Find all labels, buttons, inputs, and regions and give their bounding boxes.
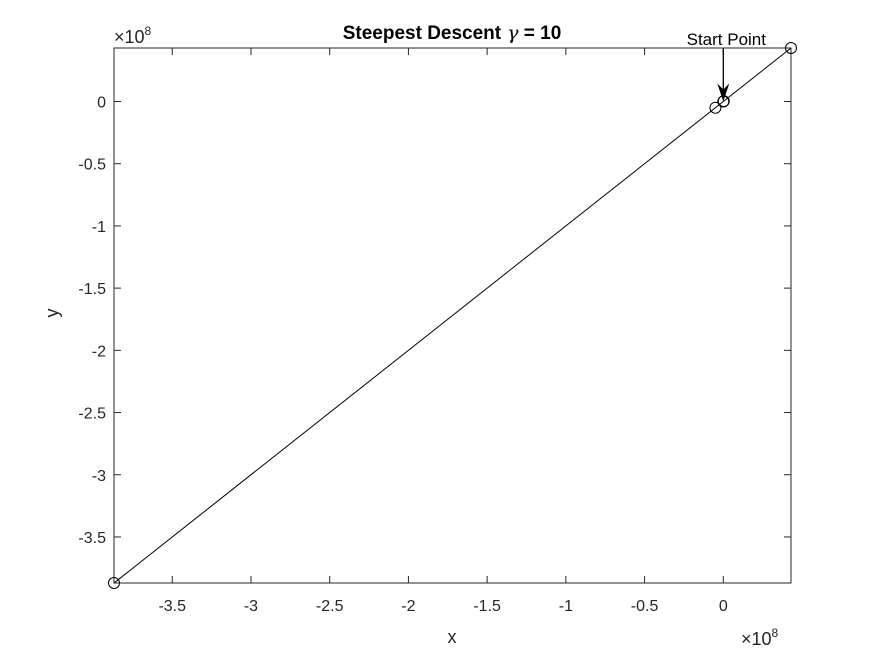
series-layer [108, 42, 797, 589]
y-tick-label: -2.5 [78, 406, 106, 423]
y-tick-label: -3 [92, 468, 106, 485]
series-line [113, 47, 792, 584]
title-main: Steepest Descent [343, 23, 502, 44]
y-tick-label: -0.5 [78, 157, 106, 174]
x-tick-label: -2 [401, 598, 415, 615]
x-tick-label: 0 [719, 598, 728, 615]
y-tick-label: -1.5 [78, 281, 106, 298]
y-exponent-base: ×10 [114, 27, 145, 47]
series-point [709, 101, 722, 114]
y-exponent-label: ×108 [114, 24, 152, 47]
x-exponent-base: ×10 [741, 629, 772, 649]
x-tick-label: -1 [559, 598, 573, 615]
x-axis-label: x [448, 627, 457, 647]
annotation-arrow-head [717, 83, 730, 102]
start-point-annotation: Start Point [687, 30, 767, 102]
y-tick-label: 0 [97, 95, 106, 112]
annotation-text: Start Point [687, 30, 767, 49]
x-tick-label: -3 [244, 598, 258, 615]
y-tick-labels: 0 -0.5 -1 -1.5 -2 -2.5 -3 -3.5 [78, 95, 106, 547]
series-point [785, 42, 797, 54]
title-suffix: = 10 [518, 23, 561, 44]
title-symbol: γ [507, 22, 519, 44]
y-exponent-power: 8 [145, 24, 152, 38]
x-tick-labels: -3.5 -3 -2.5 -2 -1.5 -1 -0.5 0 [158, 598, 727, 615]
y-tick-label: -2 [92, 343, 106, 360]
x-tick-label: -3.5 [158, 598, 186, 615]
x-exponent-label: ×108 [741, 626, 779, 649]
series-point [108, 577, 120, 589]
chart-title: Steepest Descent γ = 10 [343, 22, 562, 44]
x-exponent-power: 8 [772, 626, 779, 640]
x-tick-label: -1.5 [473, 598, 501, 615]
y-tick-label: -1 [92, 219, 106, 236]
y-tick-label: -3.5 [78, 530, 106, 547]
x-tick-label: -0.5 [631, 598, 659, 615]
x-tick-label: -2.5 [316, 598, 344, 615]
y-axis-label: y [42, 309, 62, 318]
